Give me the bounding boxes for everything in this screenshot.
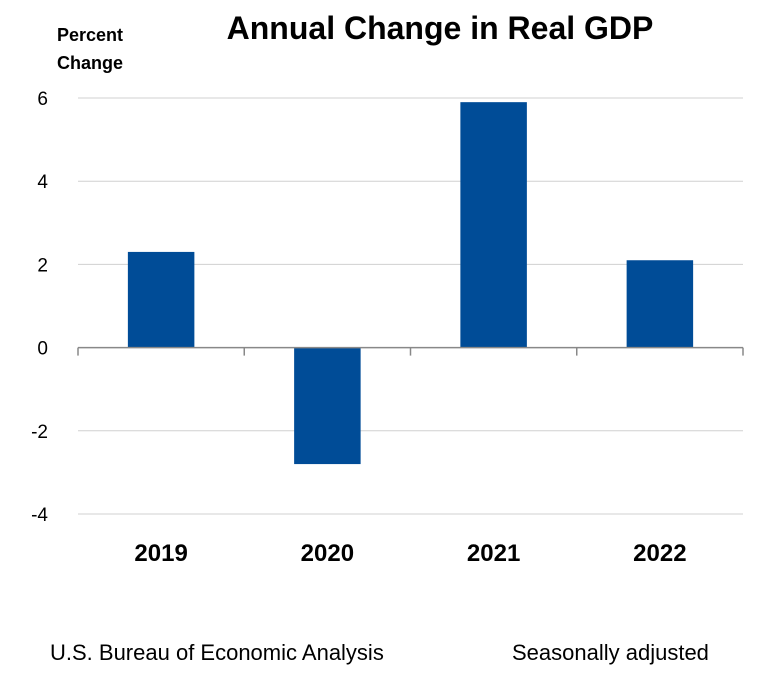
x-tick-label: 2019 bbox=[134, 540, 187, 567]
bar-2022 bbox=[626, 260, 694, 348]
source-note: U.S. Bureau of Economic Analysis bbox=[50, 640, 384, 665]
y-tick-label: 0 bbox=[37, 339, 48, 360]
x-tick-label: 2021 bbox=[467, 540, 520, 567]
y-axis-label: Percent Change bbox=[57, 25, 124, 73]
bar-2021 bbox=[460, 102, 527, 348]
y-tick-label: -4 bbox=[31, 505, 48, 526]
adjustment-note: Seasonally adjusted bbox=[512, 640, 709, 665]
y-tick-label: -2 bbox=[31, 422, 48, 443]
bar-2019 bbox=[127, 251, 195, 348]
chart-title: Annual Change in Real GDP bbox=[226, 10, 654, 46]
x-tick-label: 2020 bbox=[301, 540, 354, 567]
y-tick-label: 2 bbox=[37, 255, 48, 276]
bar-2020 bbox=[294, 347, 361, 465]
y-tick-label: 6 bbox=[37, 89, 48, 110]
y-tick-label: 4 bbox=[37, 172, 48, 193]
x-tick-label: 2022 bbox=[633, 540, 686, 567]
